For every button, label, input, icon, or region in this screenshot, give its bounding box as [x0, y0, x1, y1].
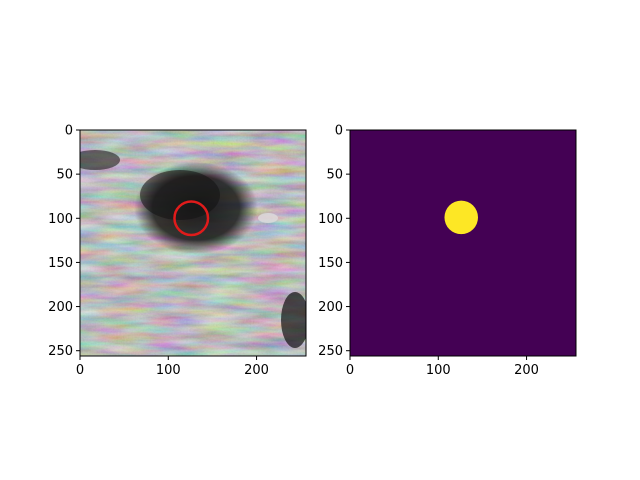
x-tick-label: 200 — [244, 363, 269, 378]
y-tick-label: 150 — [318, 256, 343, 271]
x-tick-label: 0 — [346, 363, 354, 378]
y-tick-label: 100 — [48, 212, 73, 227]
y-tick-label: 150 — [48, 256, 73, 271]
mask-background — [350, 130, 576, 356]
y-tick-label: 250 — [48, 344, 73, 359]
axes-frame — [79, 129, 307, 357]
mask-panel: 0 100 200 0 50 100 150 200 250 — [318, 124, 577, 378]
annotation-circle — [173, 200, 210, 237]
y-tick-label: 200 — [318, 300, 343, 315]
x-tick-label: 0 — [76, 363, 84, 378]
y-tick-label: 250 — [318, 344, 343, 359]
x-tick-label: 100 — [426, 363, 451, 378]
y-tick-label: 50 — [326, 168, 343, 183]
ultrasound-image — [80, 130, 306, 356]
y-tick-label: 0 — [335, 124, 343, 139]
y-tick-label: 0 — [65, 124, 73, 139]
ultrasound-panel: 0 100 200 0 50 100 150 200 250 — [48, 124, 307, 378]
axes-frame — [349, 129, 577, 357]
x-tick-label: 200 — [514, 363, 539, 378]
y-tick-label: 100 — [318, 212, 343, 227]
y-tick-label: 50 — [56, 168, 73, 183]
y-tick-label: 200 — [48, 300, 73, 315]
x-tick-label: 100 — [156, 363, 181, 378]
mask-lesion-region — [444, 200, 479, 235]
